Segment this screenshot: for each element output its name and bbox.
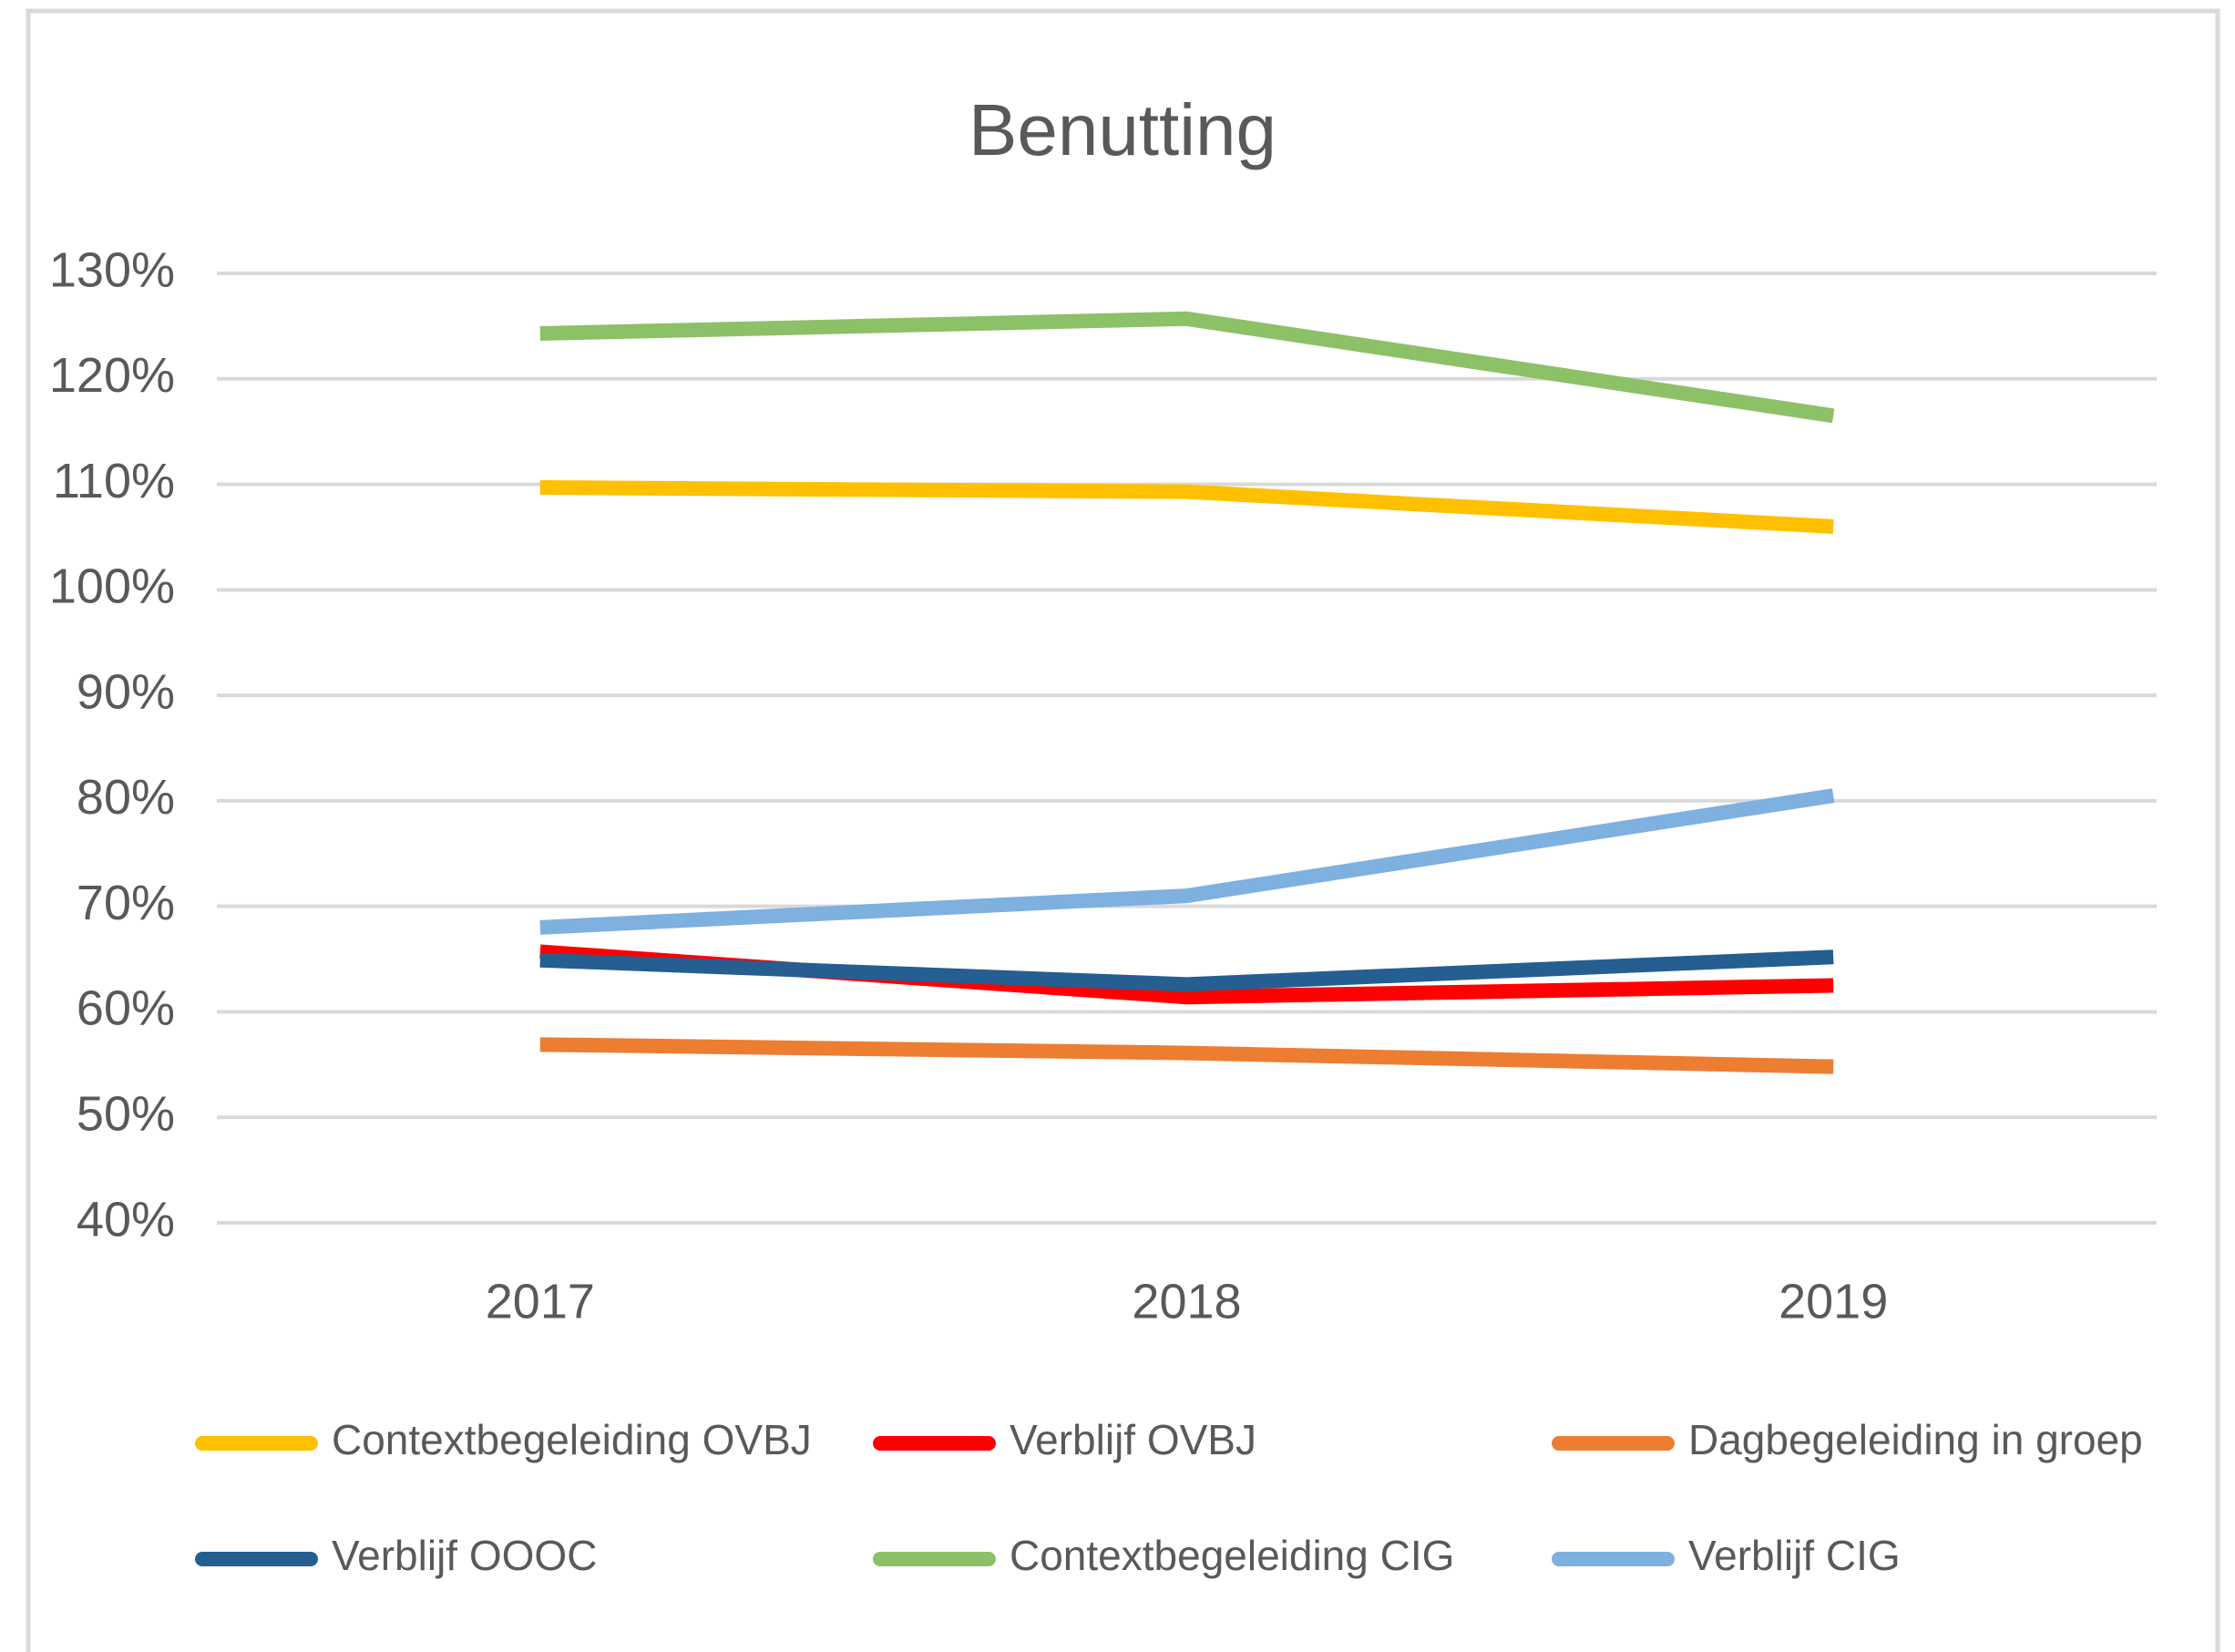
legend-label: Verblijf OVBJ — [1010, 1416, 1256, 1463]
legend-label: Contextbegeleiding CIG — [1010, 1532, 1454, 1579]
y-tick-label: 70% — [77, 876, 175, 930]
legend-label: Dagbegeleiding in groep — [1688, 1416, 2143, 1463]
series-line — [539, 311, 1835, 424]
y-tick-label: 110% — [53, 454, 175, 508]
y-tick-label: 80% — [77, 770, 175, 825]
chart-title: Benutting — [969, 89, 1276, 170]
y-tick-label: 120% — [49, 348, 175, 403]
series-line — [539, 480, 1834, 534]
series-line — [539, 1037, 1834, 1074]
y-tick-label: 130% — [49, 242, 175, 297]
legend-label: Contextbegeleiding OVBJ — [332, 1416, 812, 1463]
series-line — [539, 788, 1835, 935]
y-tick-label: 50% — [77, 1086, 175, 1141]
y-tick-label: 60% — [77, 981, 175, 1036]
x-tick-label: 2018 — [1132, 1274, 1241, 1329]
y-tick-label: 90% — [77, 664, 175, 719]
x-tick-label: 2017 — [486, 1274, 595, 1329]
y-tick-label: 100% — [49, 559, 175, 614]
chart-border — [26, 8, 2220, 1652]
legend-label: Verblijf CIG — [1688, 1532, 1901, 1579]
y-tick-label: 40% — [77, 1192, 175, 1247]
x-tick-label: 2019 — [1779, 1274, 1888, 1329]
series-line — [539, 949, 1834, 992]
legend-label: Verblijf OOOC — [332, 1532, 597, 1579]
